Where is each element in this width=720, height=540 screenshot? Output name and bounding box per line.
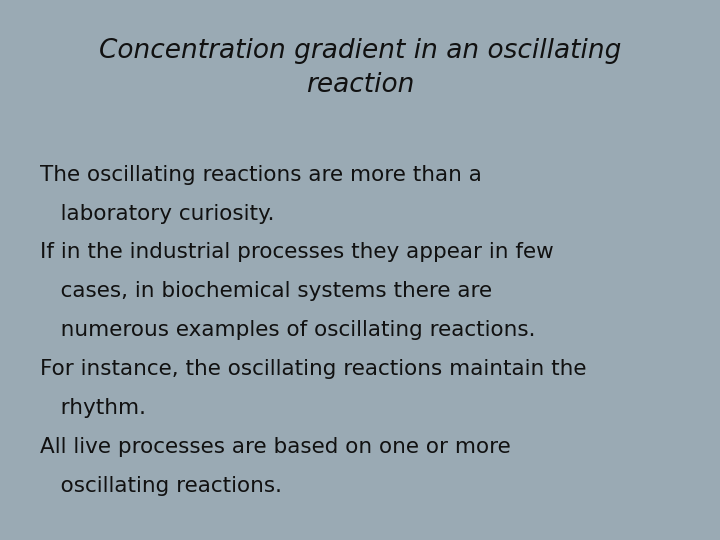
- Text: cases, in biochemical systems there are: cases, in biochemical systems there are: [40, 281, 492, 301]
- Text: If in the industrial processes they appear in few: If in the industrial processes they appe…: [40, 242, 554, 262]
- Text: All live processes are based on one or more: All live processes are based on one or m…: [40, 437, 510, 457]
- Text: The oscillating reactions are more than a: The oscillating reactions are more than …: [40, 165, 482, 185]
- Text: laboratory curiosity.: laboratory curiosity.: [40, 204, 274, 224]
- Text: For instance, the oscillating reactions maintain the: For instance, the oscillating reactions …: [40, 359, 586, 379]
- Text: Concentration gradient in an oscillating
reaction: Concentration gradient in an oscillating…: [99, 38, 621, 98]
- Text: oscillating reactions.: oscillating reactions.: [40, 476, 282, 496]
- Text: rhythm.: rhythm.: [40, 398, 145, 418]
- Text: numerous examples of oscillating reactions.: numerous examples of oscillating reactio…: [40, 320, 535, 340]
